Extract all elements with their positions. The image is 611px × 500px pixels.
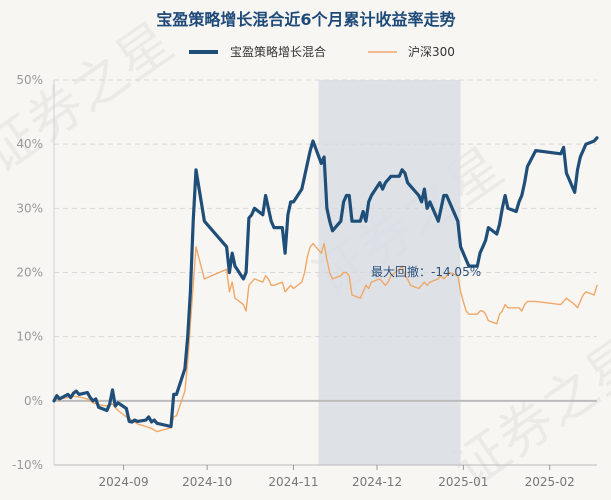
watermark-text: 证券之星 xyxy=(441,325,611,500)
max-drawdown-annotation: 最大回撤：-14.05% xyxy=(371,264,481,279)
watermark-text: 证券之星 xyxy=(0,10,184,185)
legend-label-index: 沪深300 xyxy=(408,45,455,59)
chart-title: 宝盈策略增长混合近6个月累计收益率走势 xyxy=(156,10,455,29)
y-tick-label: 40% xyxy=(16,137,43,151)
series-line-fund xyxy=(52,136,599,429)
legend-label-fund: 宝盈策略增长混合 xyxy=(230,44,326,59)
x-tick-label: 2025-02 xyxy=(525,475,575,489)
series-lines xyxy=(52,136,599,433)
x-tick-label: 2024-12 xyxy=(352,475,402,489)
y-tick-label: 20% xyxy=(16,266,43,280)
x-tick-label: 2024-11 xyxy=(268,475,318,489)
x-tick-label: 2024-09 xyxy=(99,475,149,489)
y-tick-label: 50% xyxy=(16,73,43,87)
y-tick-label: 10% xyxy=(16,330,43,344)
x-tick-label: 2024-10 xyxy=(182,475,232,489)
y-tick-label: 0% xyxy=(24,394,43,408)
max-drawdown-label: 最大回撤： xyxy=(371,264,431,279)
y-tick-label: 30% xyxy=(16,201,43,215)
y-axis: 50% 40% 30% 20% 10% 0% -10% xyxy=(12,73,43,472)
legend: 宝盈策略增长混合 沪深300 xyxy=(189,44,455,59)
x-tick-label: 2025-01 xyxy=(438,475,488,489)
max-drawdown-value: -14.05% xyxy=(431,265,481,279)
series-line-index xyxy=(53,242,598,433)
x-axis: 2024-09 2024-10 2024-11 2024-12 2025-01 2025-… xyxy=(99,465,575,489)
watermark: 证券之星证券之星证券之星 xyxy=(0,10,611,500)
y-tick-label: -10% xyxy=(12,458,43,472)
